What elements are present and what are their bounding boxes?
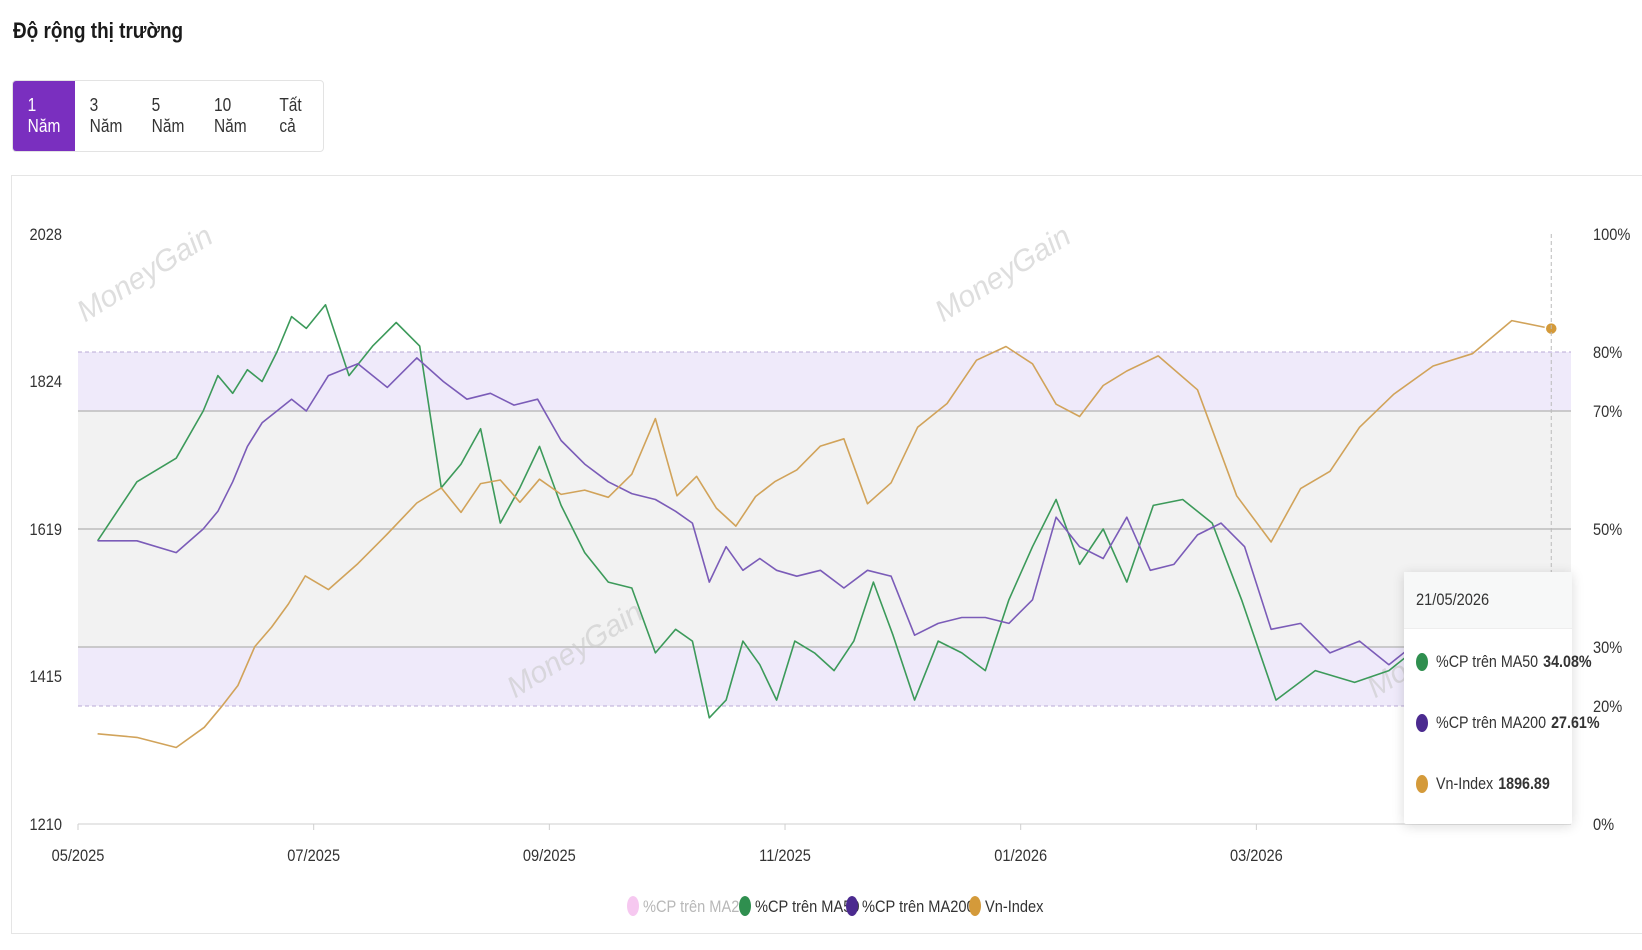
chart-tooltip: 21/05/2026 %CP trên MA50 34.08% %CP trên …: [1404, 572, 1600, 824]
y-left-tick-label: 1824: [29, 373, 62, 391]
y-right-tick-label: 30%: [1593, 639, 1622, 657]
legend-item-label: %CP trên MA20: [643, 898, 748, 916]
ma200-dot-icon: [1416, 714, 1428, 732]
legend-marker-icon[interactable]: [627, 896, 639, 916]
series-line-vnindex: [97, 319, 1552, 749]
legend-marker-icon[interactable]: [739, 896, 751, 916]
tooltip-date: 21/05/2026: [1416, 590, 1490, 609]
watermark-text: MoneyGain: [929, 219, 1077, 328]
x-tick-label: 11/2025: [759, 847, 811, 865]
x-tick-label: 01/2026: [994, 847, 1047, 865]
y-left-tick-label: 2028: [29, 226, 62, 244]
tooltip-label: %CP trên MA200: [1436, 713, 1547, 732]
range-tabs: 1 Năm 3 Năm 5 Năm 10 Năm Tất cả: [12, 80, 324, 152]
tooltip-value: 34.08%: [1543, 652, 1592, 671]
legend-marker-icon[interactable]: [969, 896, 981, 916]
x-tick-label: 05/2025: [52, 847, 105, 865]
x-tick-label: 09/2025: [523, 847, 576, 865]
tab-all[interactable]: Tất cả: [279, 95, 303, 136]
tooltip-label: %CP trên MA50: [1436, 652, 1539, 671]
tooltip-row-vnindex: Vn-Index 1896.89: [1416, 774, 1572, 794]
y-right-tick-label: 50%: [1593, 521, 1622, 539]
watermark-text: MoneyGain: [71, 219, 219, 328]
ma50-dot-icon: [1416, 653, 1428, 671]
y-right-tick-label: 0%: [1593, 816, 1614, 834]
tooltip-value: 27.61%: [1551, 713, 1600, 732]
y-left-tick-label: 1619: [29, 521, 62, 539]
legend-item-label: %CP trên MA50: [755, 898, 860, 916]
series-line-ma50: [96, 304, 1552, 719]
y-left-tick-label: 1210: [29, 816, 62, 834]
page-title: Độ rộng thị trường: [13, 18, 184, 43]
tab-10-years[interactable]: 10 Năm: [213, 95, 247, 136]
legend-item-label: Vn-Index: [985, 898, 1044, 916]
tooltip-row-ma200: %CP trên MA200 27.61%: [1416, 713, 1631, 733]
y-right-tick-label: 100%: [1593, 226, 1630, 244]
tab-5-years[interactable]: 5 Năm: [151, 95, 185, 136]
vnindex-dot-icon: [1416, 775, 1428, 793]
y-left-tick-label: 1415: [29, 668, 62, 686]
y-right-tick-label: 70%: [1593, 403, 1622, 421]
legend-item-label: %CP trên MA200: [862, 898, 975, 916]
tooltip-row-ma50: %CP trên MA50 34.08%: [1416, 652, 1621, 672]
series-line-ma200: [97, 357, 1552, 666]
x-tick-label: 03/2026: [1230, 847, 1283, 865]
chart-panel: [11, 175, 1642, 934]
tab-1-year[interactable]: 1 Năm: [13, 81, 75, 151]
tooltip-value: 1896.89: [1498, 774, 1550, 793]
x-tick-label: 07/2025: [287, 847, 340, 865]
tooltip-label: Vn-Index: [1436, 774, 1494, 793]
y-right-tick-label: 20%: [1593, 698, 1622, 716]
legend-marker-icon[interactable]: [846, 896, 858, 916]
y-right-tick-label: 80%: [1593, 344, 1622, 362]
tab-3-years[interactable]: 3 Năm: [89, 95, 123, 136]
